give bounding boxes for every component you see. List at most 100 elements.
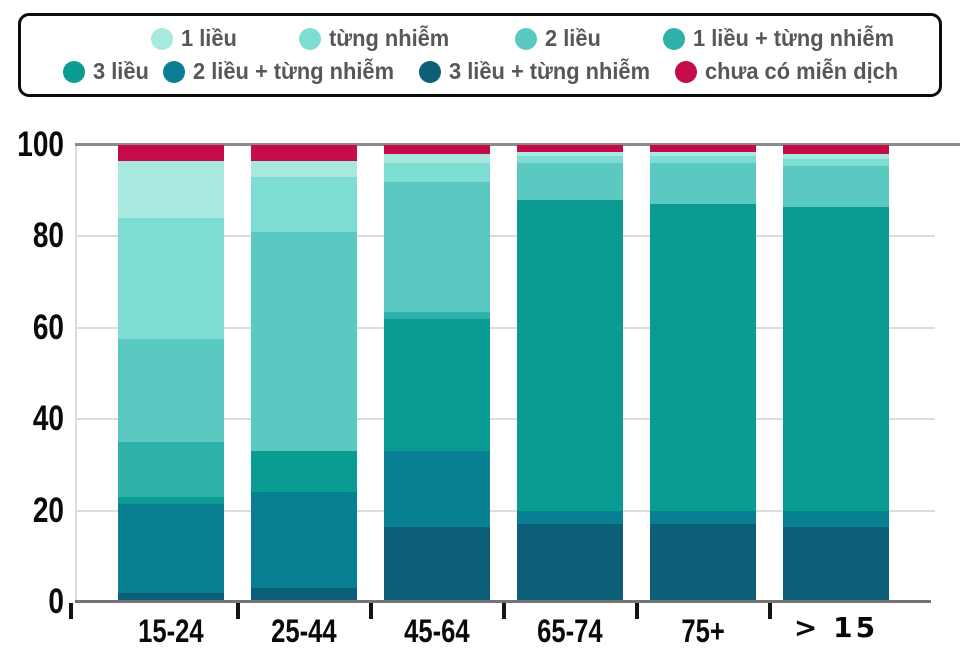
legend-dot-icon — [151, 27, 173, 50]
x-category-label-text: 25-44 — [271, 613, 337, 649]
legend-dot-icon — [419, 60, 442, 83]
legend-item-tung-nhiem: từng nhiễm — [298, 25, 458, 52]
legend-label: chưa có miễn dịch — [705, 58, 899, 84]
x-axis-tick — [69, 603, 73, 619]
bar-segment-2-lieu-tung-nhiem — [517, 510, 623, 525]
bar-segment-1-lieu — [783, 154, 889, 159]
bar-segment-3-lieu — [384, 318, 490, 452]
bar-segment-1-lieu-tung-nhiem — [118, 442, 224, 497]
bar-segment-3-lieu — [251, 451, 357, 493]
bar-segment-3-lieu — [517, 199, 623, 511]
bar-segment-tung-nhiem — [783, 158, 889, 166]
bar-segment-2-lieu — [650, 163, 756, 205]
x-axis-tick — [501, 603, 506, 619]
bar-segment-chua-co-mien-dich — [783, 145, 889, 155]
y-tick-label: 100 — [17, 125, 64, 164]
legend-label: 3 liều — [93, 58, 149, 84]
gridline-20 — [75, 509, 935, 512]
x-category-label-15: > 15 — [761, 611, 911, 644]
bar-segment-3-lieu-tung-nhiem — [251, 588, 357, 602]
x-category-label-text: 65-74 — [537, 613, 603, 649]
legend-dot-icon — [163, 60, 186, 83]
legend-row: 1 liều từng nhiễm 2 liều 1 liều + từng nhiễ… — [21, 25, 939, 52]
y-axis-spine — [75, 145, 77, 602]
x-category-label-text: 75+ — [681, 613, 725, 649]
bar-segment-chua-co-mien-dich — [517, 145, 623, 152]
x-category-label-text: 45-64 — [404, 613, 470, 649]
bar-segment-1-lieu — [384, 154, 490, 164]
bar-segment-tung-nhiem — [251, 176, 357, 232]
y-tick-label: 40 — [32, 399, 64, 439]
bar-segment-3-lieu-tung-nhiem — [783, 526, 889, 602]
x-axis-line — [75, 600, 931, 603]
legend-item-2-lieu: 2 liều — [515, 25, 605, 52]
bar-segment-chua-co-mien-dich — [650, 145, 756, 152]
bar-45-64 — [384, 145, 490, 602]
gridline-80 — [75, 235, 935, 238]
bar-segment-1-lieu-tung-nhiem — [384, 311, 490, 319]
legend-item-1-lieu-tung-nhiem: 1 liều + từng nhiễm — [662, 25, 909, 52]
bar-segment-2-lieu-tung-nhiem — [783, 510, 889, 527]
x-category-label-65-74: 65-74 — [495, 613, 645, 650]
x-category-label-text: > 15 — [793, 611, 879, 644]
bar-segment-3-lieu — [118, 496, 224, 504]
legend-label: 3 liều + từng nhiễm — [449, 58, 651, 84]
legend-item-3-lieu-tung-nhiem: 3 liều + từng nhiễm — [419, 58, 665, 85]
legend-label: 1 liều — [181, 25, 237, 51]
bar-segment-2-lieu — [251, 231, 357, 452]
bar-segment-3-lieu-tung-nhiem — [517, 524, 623, 602]
x-axis-tick — [368, 603, 373, 619]
legend-dot-icon — [662, 27, 685, 50]
legend-label: 2 liều — [545, 25, 602, 51]
legend-dot-icon — [298, 27, 321, 50]
legend-box: 1 liều từng nhiễm 2 liều 1 liều + từng nhiễ… — [18, 13, 942, 97]
bar-segment-1-lieu — [118, 160, 224, 219]
bar-segment-2-lieu-tung-nhiem — [650, 510, 756, 525]
y-tick-label: 20 — [32, 490, 64, 530]
bar-segment-2-lieu — [517, 163, 623, 200]
legend-item-3-lieu: 3 liều — [63, 58, 153, 85]
x-category-label-text: 15-24 — [138, 613, 204, 649]
x-axis-tick — [767, 603, 772, 619]
bar-15-24 — [118, 145, 224, 602]
x-category-label-75: 75+ — [628, 613, 778, 650]
gridline-100 — [75, 143, 960, 146]
bar-segment-tung-nhiem — [118, 218, 224, 340]
x-category-label-15-24: 15-24 — [96, 613, 246, 650]
legend-item-2-lieu-tung-nhiem: 2 liều + từng nhiễm — [163, 58, 409, 85]
gridline-40 — [75, 418, 935, 421]
bar-segment-2-lieu-tung-nhiem — [384, 451, 490, 527]
bar-segment-2-lieu — [118, 339, 224, 443]
bar-segment-1-lieu — [650, 151, 756, 157]
bar-segment-tung-nhiem — [650, 156, 756, 164]
bar-15 — [783, 145, 889, 602]
legend-label: từng nhiễm — [328, 25, 449, 51]
legend-row: 3 liều 2 liều + từng nhiễm 3 liều + từng n… — [21, 58, 939, 85]
bar-segment-2-lieu — [384, 181, 490, 312]
bar-25-44 — [251, 145, 357, 602]
bar-segment-3-lieu — [783, 206, 889, 511]
bar-segment-3-lieu-tung-nhiem — [118, 592, 224, 602]
bar-segment-1-lieu — [517, 151, 623, 157]
y-tick-label: 60 — [32, 307, 64, 347]
plot-area — [75, 145, 935, 602]
gridline-60 — [75, 326, 935, 329]
legend-item-chua-co-mien-dich: chưa có miễn dịch — [675, 58, 913, 85]
bar-segment-chua-co-mien-dich — [118, 145, 224, 161]
bar-segment-tung-nhiem — [517, 156, 623, 164]
x-category-label-25-44: 25-44 — [229, 613, 379, 650]
y-tick-label: 0 — [48, 582, 64, 621]
bar-segment-2-lieu-tung-nhiem — [118, 503, 224, 593]
legend-dot-icon — [63, 60, 85, 83]
bar-segment-3-lieu-tung-nhiem — [650, 524, 756, 602]
x-axis-tick — [235, 603, 240, 619]
bar-segment-chua-co-mien-dich — [384, 145, 490, 155]
bar-segment-2-lieu-tung-nhiem — [251, 492, 357, 589]
legend-label: 2 liều + từng nhiễm — [193, 58, 395, 84]
legend-dot-icon — [515, 27, 538, 50]
bar-segment-3-lieu — [650, 204, 756, 511]
bar-segment-1-lieu — [251, 160, 357, 177]
bar-65-74 — [517, 145, 623, 602]
legend-dot-icon — [675, 60, 698, 83]
